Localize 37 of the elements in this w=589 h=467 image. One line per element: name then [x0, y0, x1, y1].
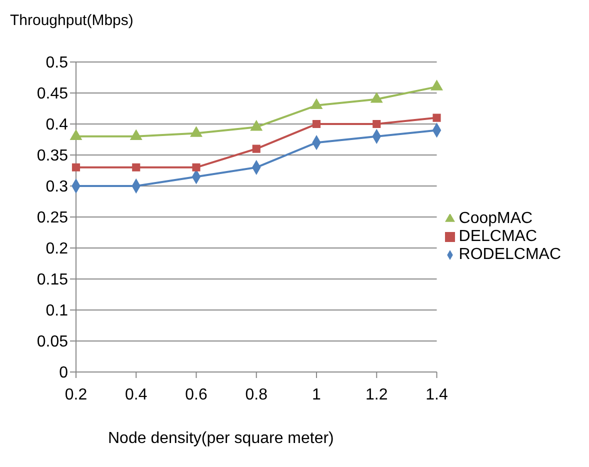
y-tick-label: 0.1	[46, 302, 68, 320]
point	[312, 120, 321, 128]
point	[310, 98, 322, 109]
point	[432, 114, 441, 122]
legend-label: RODELCMAC	[458, 246, 561, 263]
point	[72, 163, 80, 172]
x-tick-label: 1.2	[366, 386, 388, 404]
x-axis-title: Node density(per square meter)	[107, 430, 335, 448]
y-axis-title: Throughput(Mbps)	[9, 11, 134, 31]
point	[132, 163, 140, 172]
x-tick-label: 0.2	[64, 386, 88, 404]
x-tick-label: 0.6	[185, 386, 208, 404]
point	[70, 130, 82, 140]
point	[250, 120, 262, 131]
point	[372, 120, 381, 128]
point	[252, 144, 260, 153]
y-tick-label: 0.15	[36, 272, 68, 289]
y-tick-label: 0.05	[36, 334, 68, 351]
point	[192, 163, 200, 172]
legend-label: DELCMAC	[458, 228, 537, 245]
point	[430, 80, 443, 90]
legend-label: CoopMAC	[458, 210, 533, 227]
point	[190, 126, 202, 137]
point	[130, 130, 142, 140]
y-tick-label: 0.35	[36, 148, 68, 165]
y-tick-label: 0.45	[36, 86, 68, 103]
y-tick-label: 0.4	[46, 116, 68, 134]
y-tick-label: 0.2	[46, 240, 68, 258]
x-tick-label: 1	[312, 386, 322, 404]
y-tick-label: 0.3	[46, 178, 68, 196]
y-tick-label: 0.5	[46, 54, 68, 72]
y-tick-label: 0	[59, 364, 68, 382]
x-tick-label: 0.4	[125, 386, 148, 404]
y-tick-label: 0.25	[36, 210, 68, 227]
point	[370, 92, 383, 103]
x-tick-label: 0.8	[245, 386, 268, 404]
x-tick-label: 1.4	[426, 386, 448, 404]
